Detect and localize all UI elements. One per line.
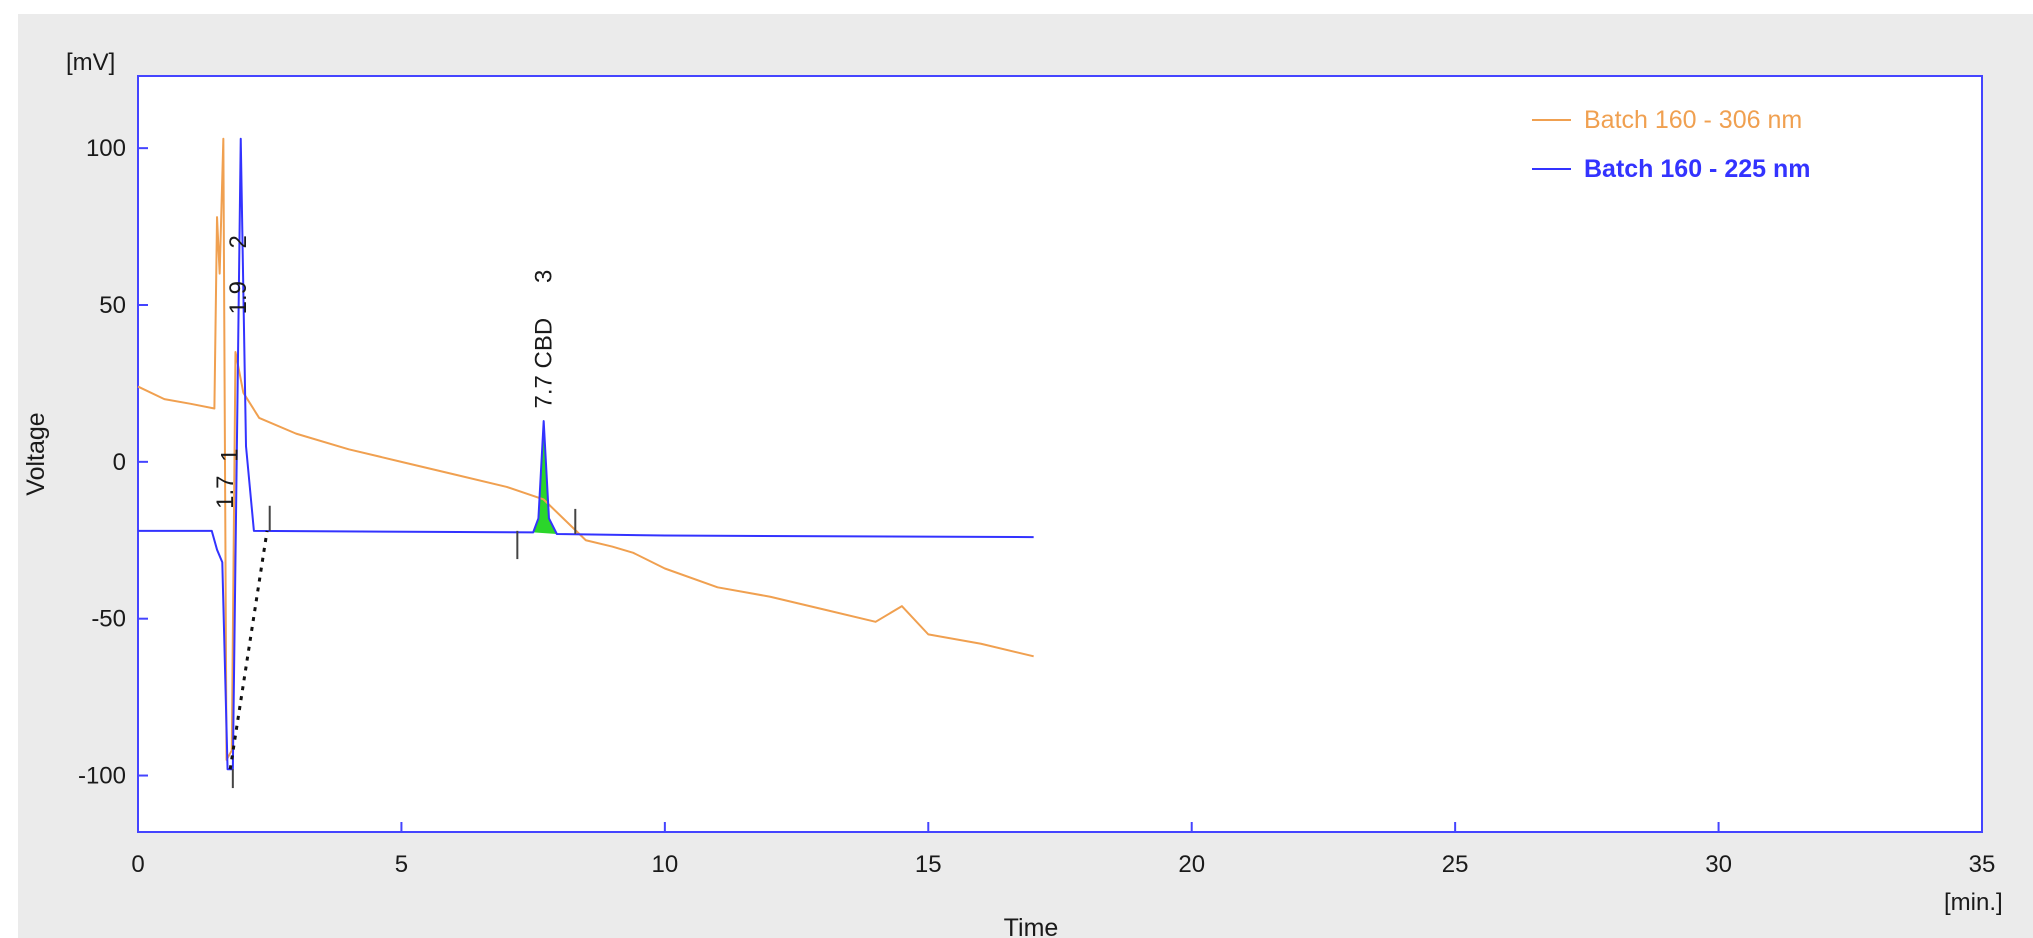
y-tick-label: 100 [86,135,126,162]
peak-label: 1.9 [225,281,252,314]
x-tick-label: 30 [1705,851,1732,878]
series-line-1 [138,137,1034,771]
peak-label: 1.7 [212,476,239,509]
y-tick-label: 50 [99,292,126,319]
y-axis-title: Voltage [22,412,50,495]
peak-label: 3 [531,270,558,283]
x-tick-label: 20 [1178,851,1205,878]
y-tick-label: -100 [78,763,126,790]
x-tick-label: 10 [652,851,679,878]
y-unit-label: [mV] [66,49,115,76]
legend-label-306nm: Batch 160 - 306 nm [1584,106,1802,134]
series-line-0 [137,137,1034,761]
chromatogram-chart: 0 5 10 15 20 25 30 35 100 50 0 -50 -100 1.7 1 1.9 2 7.7 … [18,14,2033,938]
x-unit-label: [min.] [1944,889,2003,916]
peak-label: 1 [217,448,244,461]
legend-label-225nm: Batch 160 - 225 nm [1584,155,1811,183]
x-tick-label: 25 [1442,851,1469,878]
x-tick-label: 35 [1969,851,1996,878]
x-tick-label: 0 [131,851,144,878]
y-tick-label: 0 [113,449,126,476]
chart-svg: 0 5 10 15 20 25 30 35 100 50 0 -50 -100 1.7 1 1.9 2 7.7 … [22,49,2003,938]
x-axis-title: Time [1004,914,1059,938]
plot-area [137,75,1983,833]
peak-fill-area [533,421,557,534]
x-tick-label: 15 [915,851,942,878]
x-tick-label: 5 [395,851,408,878]
peak-label: 2 [225,235,252,248]
y-tick-label: -50 [91,606,126,633]
peak-label: 7.7 CBD [531,318,558,409]
legend: Batch 160 - 306 nm Batch 160 - 225 nm [1532,106,1811,183]
baseline-dotted-line [228,530,269,770]
